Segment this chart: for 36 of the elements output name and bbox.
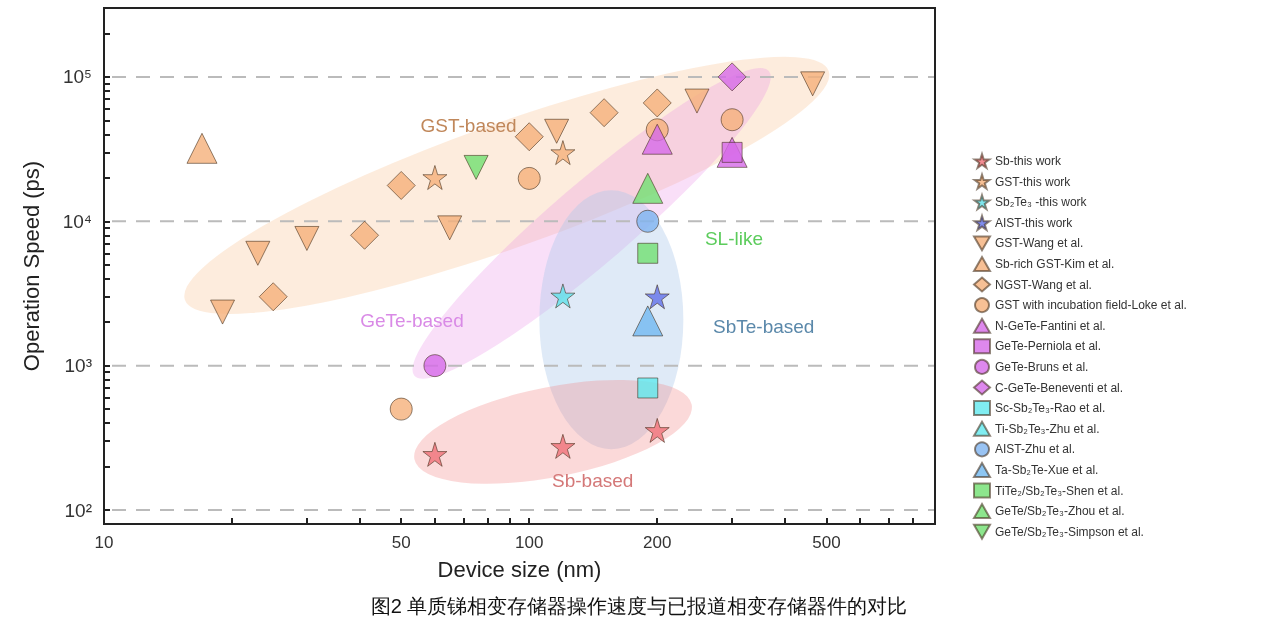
y-tick-label: 10⁵ xyxy=(62,66,92,88)
x-axis-title: Device size (nm) xyxy=(437,556,602,582)
legend-label: Ta-Sb₂Te-Xue et al. xyxy=(995,462,1099,477)
annotation: SL-like xyxy=(704,227,763,249)
y-tick-label: 10³ xyxy=(64,355,92,377)
legend-label: GeTe-Bruns et al. xyxy=(995,359,1089,374)
legend-label: GST with incubation field-Loke et al. xyxy=(995,298,1187,313)
y-tick-label: 10² xyxy=(64,499,92,521)
legend-label: Sc-Sb₂Te₃-Rao et al. xyxy=(995,401,1106,416)
annotation: GeTe-based xyxy=(360,310,464,332)
annotation: SbTe-based xyxy=(713,316,815,338)
x-tick-label: 10 xyxy=(94,533,114,552)
legend-label: GeTe/Sb₂Te₃-Simpson et al. xyxy=(995,524,1144,539)
annotation: Sb-based xyxy=(552,470,634,492)
legend-label: TiTe₂/Sb₂Te₃-Shen et al. xyxy=(995,483,1124,498)
y-tick-label: 10⁴ xyxy=(62,210,92,232)
legend-label: AIST-Zhu et al. xyxy=(995,442,1076,457)
legend-label: Sb₂Te₃ -this work xyxy=(995,195,1088,210)
x-tick-label: 100 xyxy=(515,533,544,552)
legend-label: GST-this work xyxy=(995,174,1072,189)
x-tick-label: 200 xyxy=(643,533,672,552)
legend-label: NGST-Wang et al. xyxy=(995,277,1092,292)
caption: 图2 单质锑相变存储器操作速度与已报道相变存储器件的对比 xyxy=(370,595,908,617)
legend-label: GeTe/Sb₂Te₃-Zhou et al. xyxy=(995,504,1125,519)
legend-label: GeTe-Perniola et al. xyxy=(995,339,1102,354)
annotation: GST-based xyxy=(420,115,517,137)
legend-label: Ti-Sb₂Te₃-Zhu et al. xyxy=(995,421,1100,436)
legend-label: N-GeTe-Fantini et al. xyxy=(995,318,1106,333)
legend-label: GST-Wang et al. xyxy=(995,236,1084,251)
x-tick-label: 50 xyxy=(391,533,411,552)
legend-label: Sb-this work xyxy=(995,154,1063,168)
x-tick-label: 500 xyxy=(812,533,841,552)
y-axis-title: Operation Speed (ps) xyxy=(18,160,44,372)
legend-label: AIST-this work xyxy=(995,215,1074,230)
legend-label: C-GeTe-Beneventi et al. xyxy=(995,380,1124,395)
legend-label: Sb-rich GST-Kim et al. xyxy=(995,256,1115,271)
